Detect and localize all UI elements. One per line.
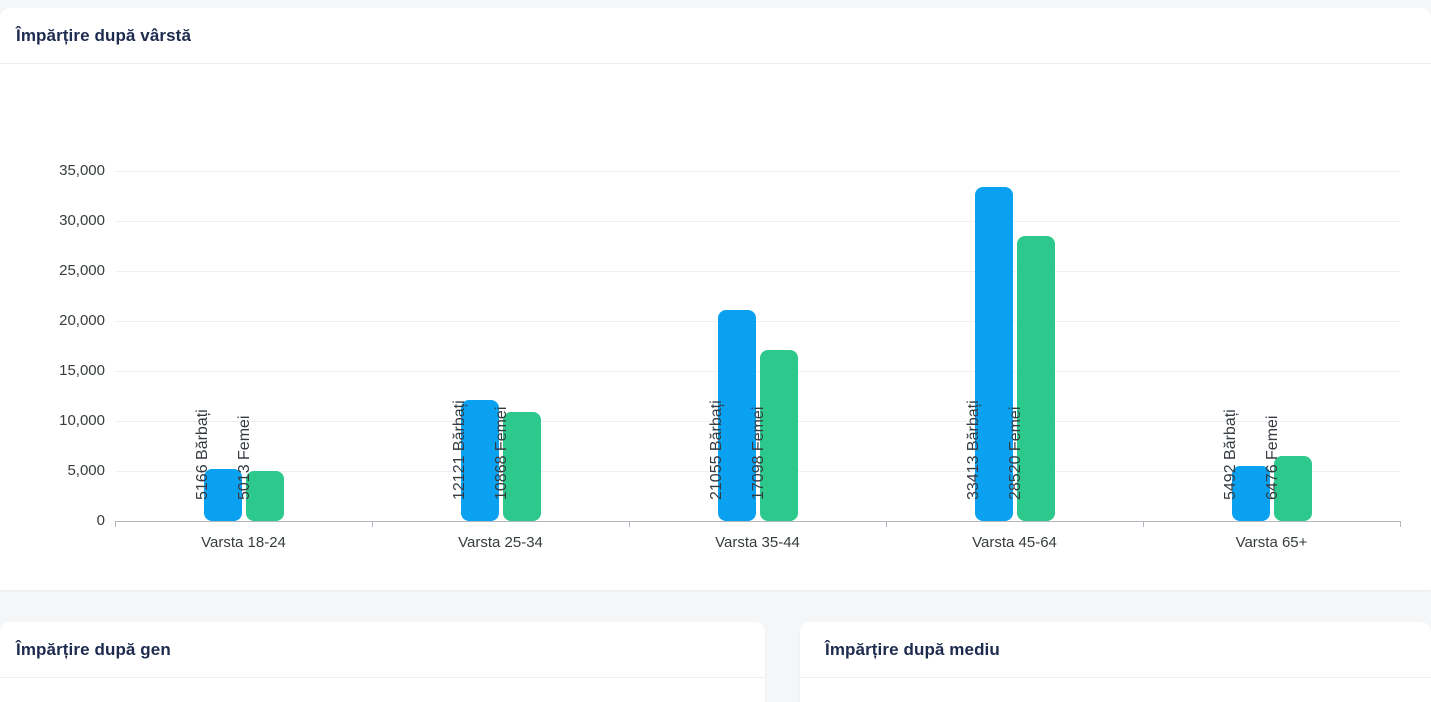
gender-distribution-card: Împărțire după gen [0, 622, 765, 702]
x-axis-label: Varsta 65+ [1235, 534, 1308, 551]
bar-value-label: 5492 Bărbați [1221, 409, 1239, 500]
bar-bărbați[interactable] [460, 399, 499, 521]
gridline [115, 321, 1400, 322]
x-axis-tick [115, 521, 116, 527]
gridline [115, 171, 1400, 172]
x-axis-label: Varsta 45-64 [972, 534, 1057, 551]
bar-bărbați[interactable] [974, 186, 1013, 521]
x-axis-tick [629, 521, 630, 527]
y-axis-label: 20,000 [59, 312, 105, 329]
bar-femei[interactable] [1016, 235, 1055, 521]
y-axis-label: 30,000 [59, 212, 105, 229]
bar-femei[interactable] [759, 350, 798, 521]
x-axis-label: Varsta 25-34 [458, 534, 543, 551]
gender-card-title: Împărțire după gen [16, 639, 171, 659]
x-axis-tick [1400, 521, 1401, 527]
gridline [115, 371, 1400, 372]
age-distribution-card: Împărțire după vârstă 0 5,000 10,000 15,000… [0, 8, 1431, 590]
bar-value-label: 5013 Femei [235, 415, 253, 501]
y-axis-label: 15,000 [59, 362, 105, 379]
bar-value-label: 33413 Bărbați [964, 400, 982, 500]
bar-bărbați[interactable] [717, 310, 756, 521]
gridline [115, 221, 1400, 222]
bar-value-label: 28520 Femei [1006, 406, 1024, 500]
bar-value-label: 6476 Femei [1263, 415, 1281, 501]
gridline [115, 471, 1400, 472]
gridline [115, 421, 1400, 422]
x-axis-tick [1143, 521, 1144, 527]
gridline [115, 271, 1400, 272]
y-axis-label: 5,000 [67, 462, 105, 479]
x-axis-tick [372, 521, 373, 527]
y-axis-label: 0 [96, 512, 105, 529]
age-bar-chart: 0 5,000 10,000 15,000 20,000 25,000 30,000 35,0… [0, 8, 1431, 590]
bar-value-label: 21055 Bărbați [707, 400, 725, 500]
y-axis-label: 10,000 [59, 412, 105, 429]
y-axis-label: 35,000 [59, 162, 105, 179]
bar-femei[interactable] [1273, 456, 1312, 521]
age-card-header: Împărțire după vârstă [0, 8, 1431, 64]
age-card-title: Împărțire după vârstă [16, 25, 191, 45]
bar-femei[interactable] [245, 470, 284, 521]
gender-card-header: Împărțire după gen [0, 622, 765, 678]
x-axis-tick [886, 521, 887, 527]
bar-value-label: 17098 Femei [749, 406, 767, 500]
environment-card-title: Împărțire după mediu [825, 639, 1000, 659]
environment-distribution-card: Împărțire după mediu [800, 622, 1431, 702]
x-axis-label: Varsta 18-24 [201, 534, 286, 551]
bar-value-label: 12121 Bărbați [450, 400, 468, 500]
x-axis-label: Varsta 35-44 [715, 534, 800, 551]
bar-bărbați[interactable] [1231, 466, 1270, 521]
x-axis-line [115, 521, 1400, 522]
environment-card-header: Împărțire după mediu [800, 622, 1431, 678]
bar-value-label: 5166 Bărbați [193, 409, 211, 500]
y-axis-label: 25,000 [59, 262, 105, 279]
bar-bărbați[interactable] [203, 469, 242, 521]
bar-value-label: 10868 Femei [492, 406, 510, 500]
bar-femei[interactable] [502, 412, 541, 521]
